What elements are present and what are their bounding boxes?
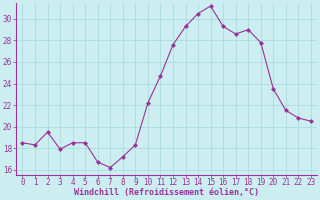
X-axis label: Windchill (Refroidissement éolien,°C): Windchill (Refroidissement éolien,°C) [74,188,259,197]
